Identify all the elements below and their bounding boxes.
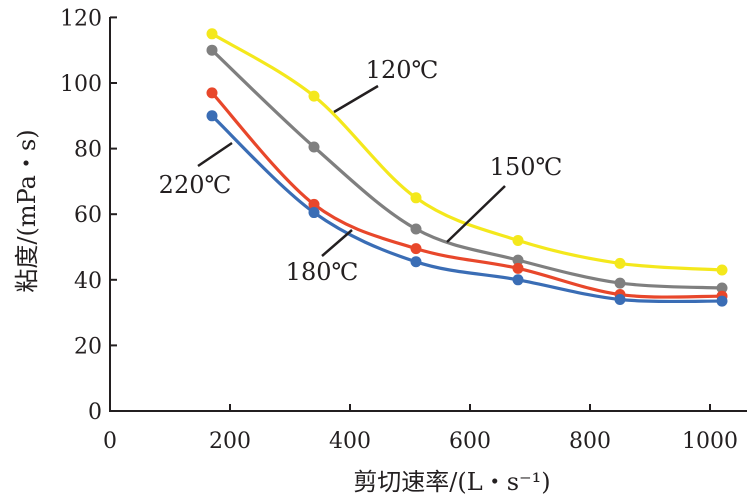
y-tick-label: 80 — [74, 138, 102, 163]
x-tick-label: 200 — [209, 429, 251, 454]
data-point — [206, 87, 218, 99]
x-tick-label: 0 — [103, 429, 117, 454]
data-point — [410, 192, 422, 204]
series-labels: 120℃ 150℃ 220℃ 180℃ — [159, 56, 563, 286]
y-tick-label: 120 — [60, 6, 102, 31]
series-line — [210, 49, 723, 290]
series-label: 150℃ — [490, 153, 563, 181]
x-axis-title: 剪切速率/(L・s⁻¹) — [353, 468, 550, 496]
y-tick-label: 60 — [74, 203, 102, 228]
data-point — [308, 141, 320, 153]
data-point — [206, 110, 218, 122]
label-leader-line — [333, 84, 379, 114]
x-tick-label: 400 — [329, 429, 371, 454]
series-label: 220℃ — [159, 171, 232, 199]
data-point — [206, 28, 218, 40]
series-line — [211, 32, 723, 272]
label-leader-line — [197, 141, 233, 168]
data-point — [716, 282, 728, 294]
y-tick-label: 20 — [74, 334, 102, 359]
series-points — [206, 28, 728, 307]
data-point — [614, 277, 626, 289]
x-tick-label: 800 — [569, 429, 611, 454]
data-point — [410, 243, 422, 255]
series-line — [210, 114, 723, 304]
series-label: 120℃ — [366, 56, 439, 84]
series-line — [210, 91, 723, 299]
data-point — [308, 198, 320, 210]
x-tick-label: 1000 — [682, 429, 738, 454]
data-point — [614, 293, 626, 305]
data-point — [716, 264, 728, 276]
x-tick-label: 600 — [449, 429, 491, 454]
series-lines — [210, 32, 723, 304]
data-point — [512, 254, 524, 266]
label-leader-line — [446, 185, 506, 243]
data-point — [512, 234, 524, 246]
data-point — [512, 262, 524, 274]
data-point — [512, 274, 524, 286]
data-point — [308, 207, 320, 219]
y-axis-title: 粘度/(mPa・s) — [13, 129, 41, 292]
y-tick-label: 0 — [88, 400, 102, 425]
data-point — [410, 256, 422, 268]
data-point — [308, 90, 320, 102]
data-point — [716, 295, 728, 307]
label-leader-line — [321, 229, 353, 257]
data-point — [614, 257, 626, 269]
ticks: 0 20 40 60 80 100 120 0 200 400 600 800 1000 — [60, 6, 738, 454]
y-tick-label: 40 — [74, 269, 102, 294]
series-label: 180℃ — [286, 258, 359, 286]
y-tick-label: 100 — [60, 72, 102, 97]
data-point — [410, 223, 422, 235]
data-point — [206, 44, 218, 56]
